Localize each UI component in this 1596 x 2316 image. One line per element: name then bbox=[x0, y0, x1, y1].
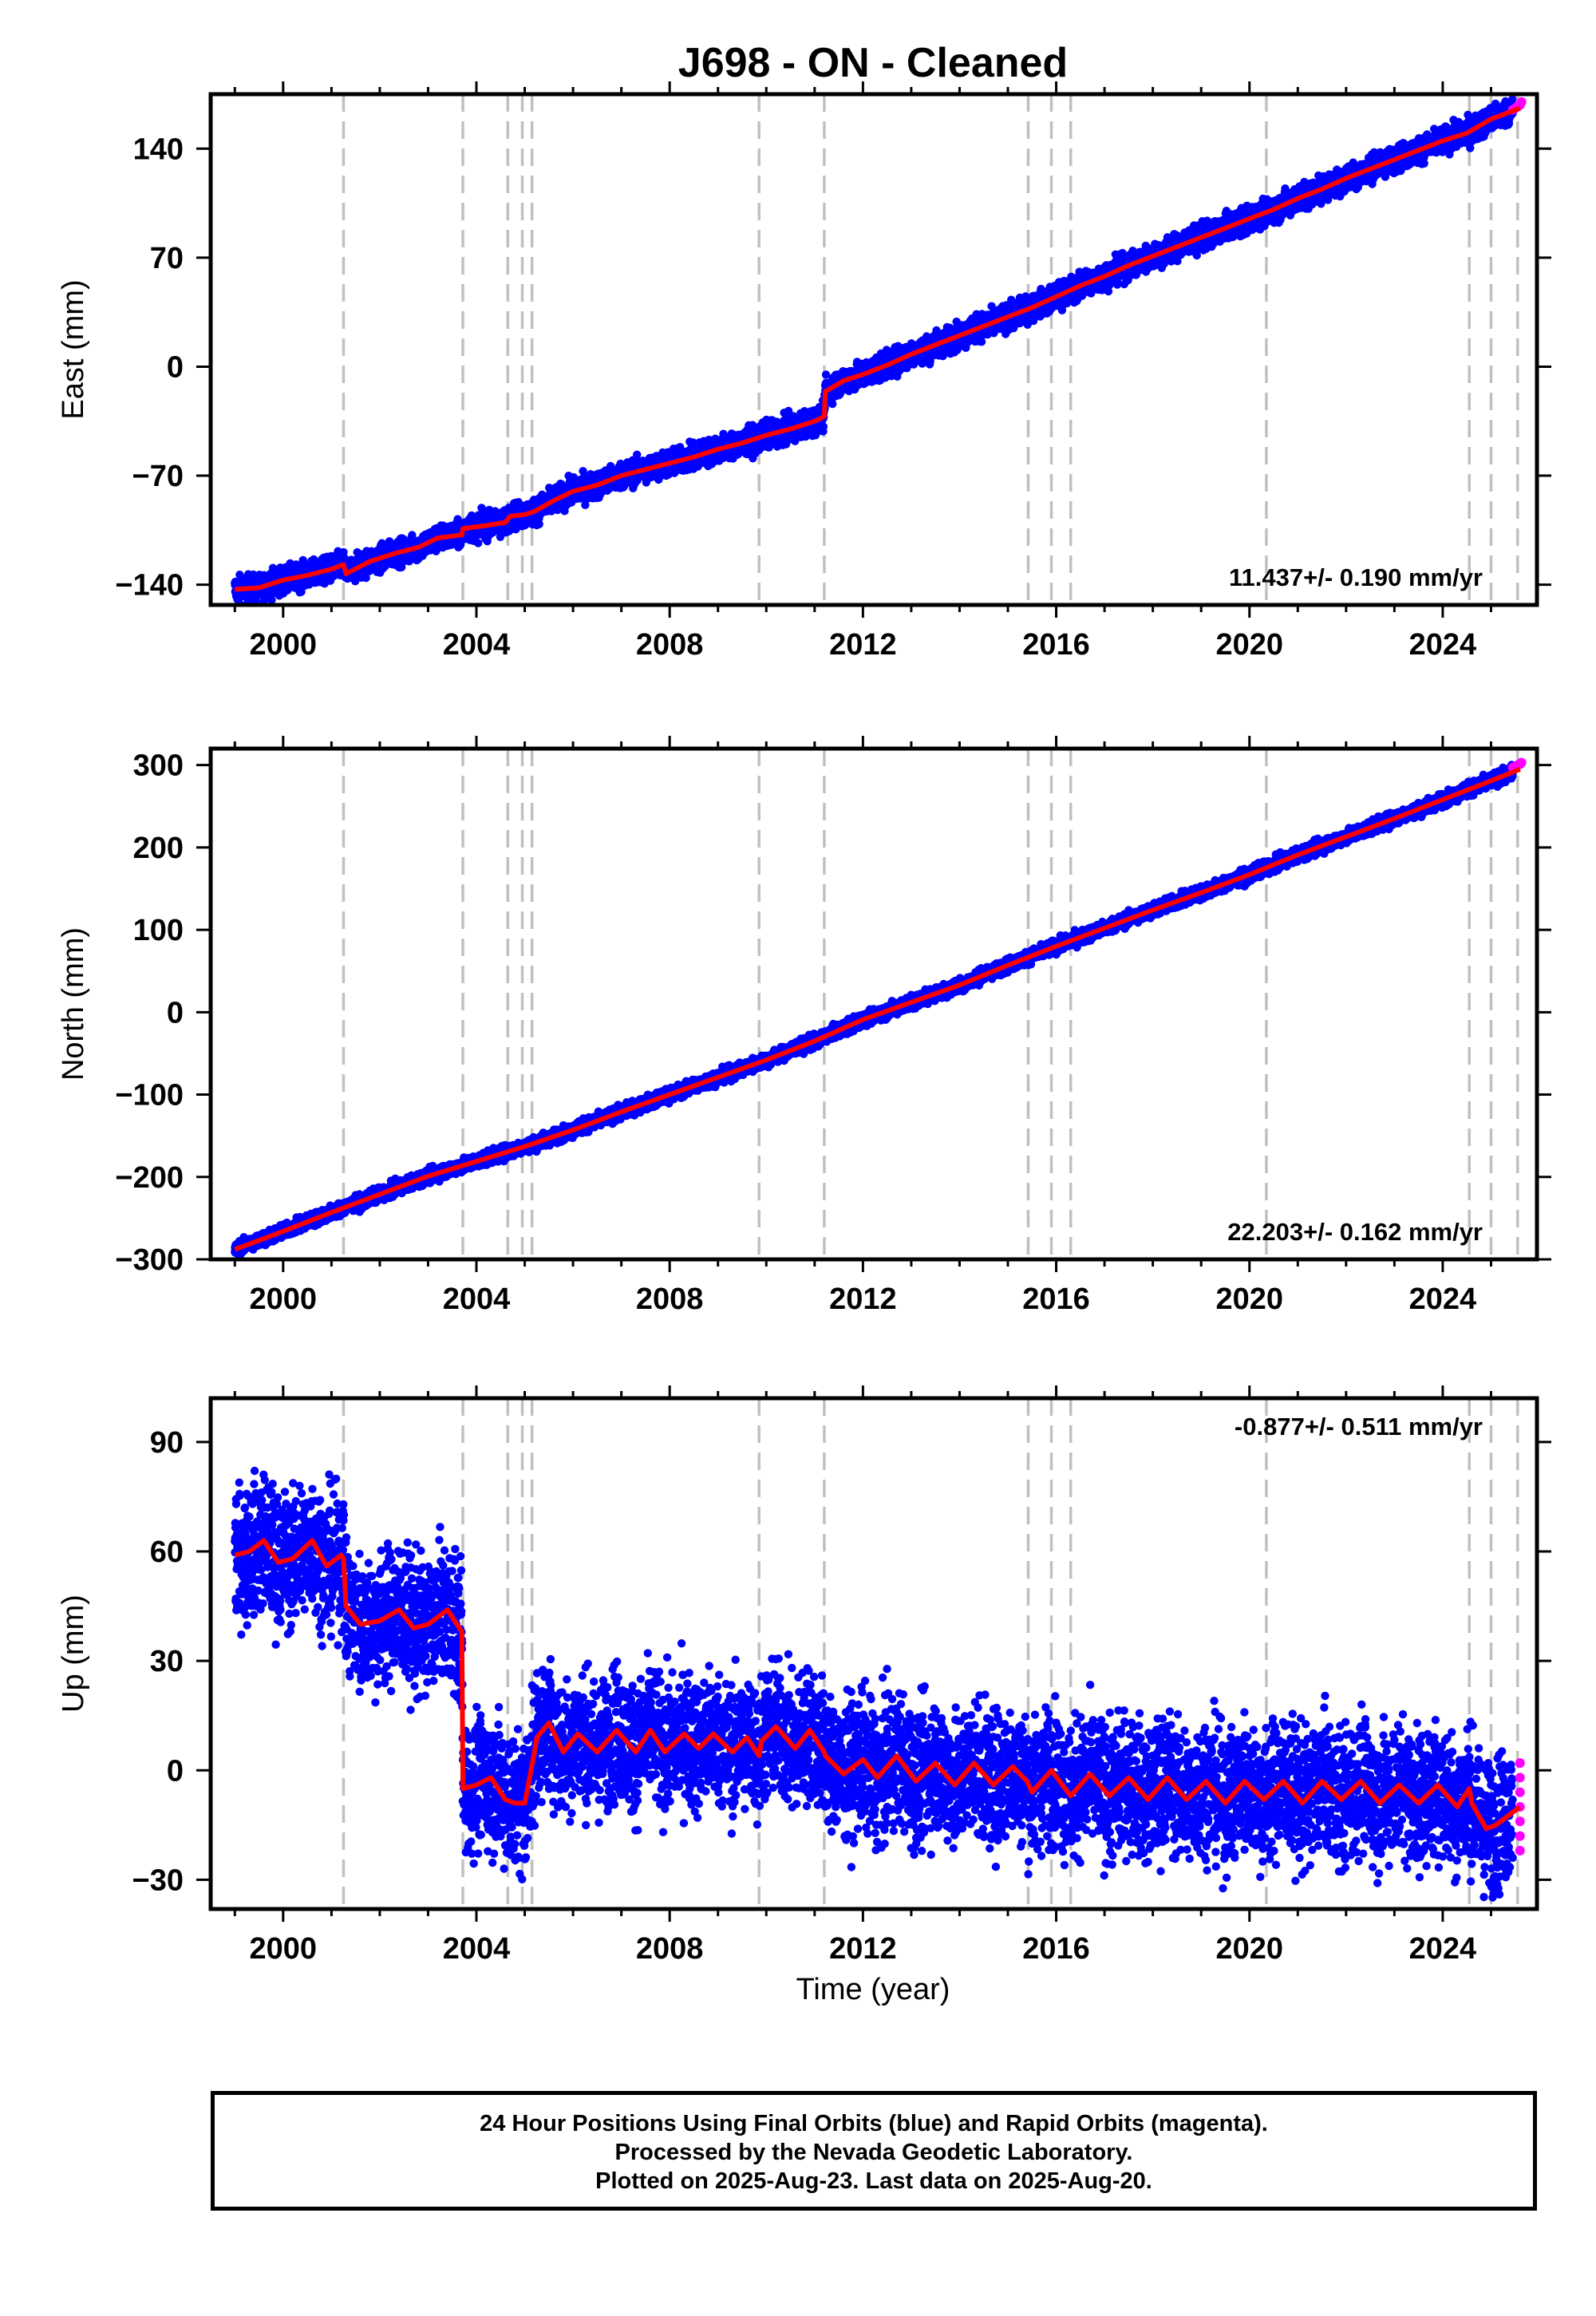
final-orbit-points bbox=[231, 95, 1517, 605]
final-orbit-point bbox=[1062, 298, 1072, 308]
final-orbit-point bbox=[828, 399, 837, 409]
final-orbit-point bbox=[361, 573, 370, 583]
final-orbit-point bbox=[819, 422, 828, 431]
final-orbit-point bbox=[926, 357, 934, 366]
final-orbit-point bbox=[397, 563, 406, 571]
final-orbit-point bbox=[689, 438, 697, 447]
final-orbit-point bbox=[821, 370, 831, 379]
final-orbit-point bbox=[267, 595, 276, 604]
final-orbit-point bbox=[977, 338, 986, 346]
final-orbit-point bbox=[297, 587, 306, 596]
final-orbit-point bbox=[474, 539, 483, 547]
final-orbit-point bbox=[633, 450, 642, 459]
east-panel: 2000 2004 2008 2012 2016 2020 2024−140−7007014… bbox=[57, 81, 1551, 662]
chart-title: J698 - ON - Cleaned bbox=[678, 40, 1068, 86]
final-orbit-point bbox=[535, 520, 543, 528]
